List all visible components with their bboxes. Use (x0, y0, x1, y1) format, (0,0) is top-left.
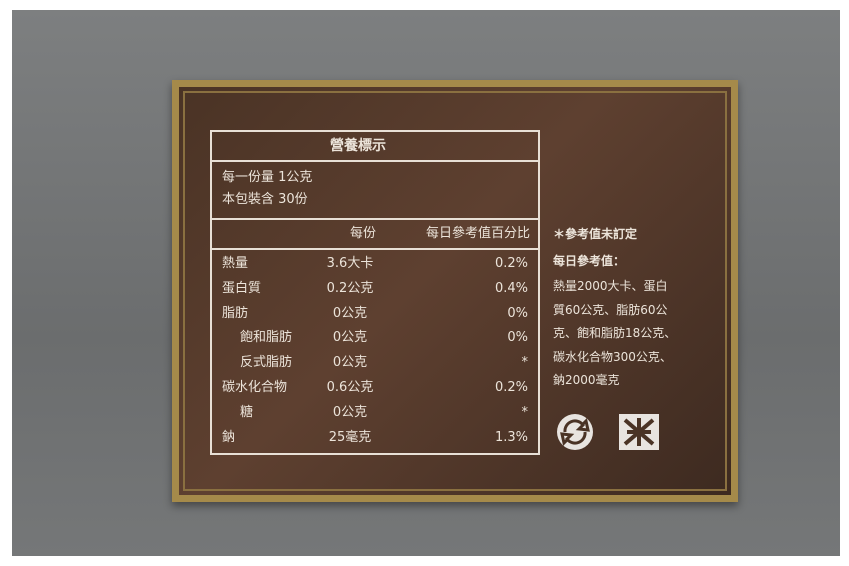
row-name: 鈉 (222, 429, 236, 445)
note-title: 每日參考值： (553, 254, 626, 268)
row-percent: 0.4% (494, 280, 528, 296)
title: 營養標示 (330, 138, 386, 154)
recycle-arrows (560, 418, 590, 446)
row-amount: 0公克 (332, 305, 368, 321)
row-percent: 0.2% (494, 256, 528, 271)
row-name: 熱量 (222, 256, 249, 271)
recycle-icon (557, 414, 593, 450)
row-amount: 0公克 (332, 330, 368, 346)
row-amount: 0公克 (332, 404, 368, 420)
row-percent: 0.2% (494, 380, 528, 395)
row-amount: 25毫克 (328, 429, 372, 445)
row-name: 飽和脂肪 (240, 330, 293, 346)
row-amount: 3.6大卡 (326, 256, 374, 271)
recycle-mark (623, 418, 655, 446)
row-name: 糖 (240, 404, 254, 420)
row-name: 脂肪 (222, 305, 249, 321)
row-percent: 0% (507, 305, 528, 321)
note-line: 質60公克、脂肪60公 (553, 302, 668, 317)
header: 每份 (350, 226, 377, 241)
row-percent: 0% (507, 330, 528, 346)
row-percent: * (521, 404, 529, 420)
note-line: 克、飽和脂肪18公克、 (553, 326, 677, 340)
row-percent: * (521, 355, 529, 371)
row-amount: 0.6公克 (326, 380, 374, 395)
row-amount: 0.2公克 (326, 280, 374, 296)
serving: 每一份量 1公克 (222, 170, 313, 185)
note-line: 鈉2000毫克 (553, 373, 620, 387)
row-name: 碳水化合物 (222, 380, 288, 395)
serving: 本包裝含 30份 (222, 192, 308, 207)
row-amount: 0公克 (332, 355, 368, 371)
rule (210, 160, 540, 162)
note-line: 碳水化合物300公克、 (553, 349, 672, 364)
row-name: 蛋白質 (222, 280, 262, 296)
note-line: 熱量2000大卡、蛋白 (553, 279, 668, 293)
header: 每日參考值百分比 (425, 226, 530, 241)
row-name: 反式脂肪 (240, 355, 293, 371)
nutrition-table (210, 130, 540, 455)
rule (210, 218, 540, 220)
recycle-icons (557, 414, 659, 450)
rule (210, 248, 540, 250)
border (183, 91, 727, 491)
note: ＊參考值未訂定 (553, 227, 638, 241)
row-percent: 1.3% (494, 429, 528, 445)
